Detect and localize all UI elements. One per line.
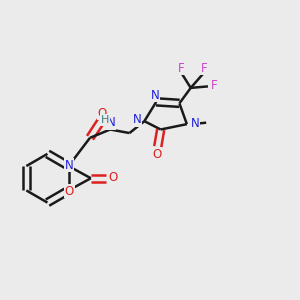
Text: O: O: [152, 148, 161, 161]
Text: F: F: [178, 62, 184, 75]
Text: N: N: [151, 89, 160, 102]
Text: H: H: [100, 115, 109, 125]
Text: O: O: [97, 106, 106, 120]
Text: O: O: [65, 185, 74, 198]
Text: N: N: [133, 113, 141, 126]
Text: N: N: [65, 159, 74, 172]
Text: O: O: [108, 171, 118, 184]
Text: N: N: [107, 116, 116, 130]
Text: F: F: [211, 79, 218, 92]
Text: F: F: [200, 62, 207, 75]
Text: N: N: [191, 117, 200, 130]
